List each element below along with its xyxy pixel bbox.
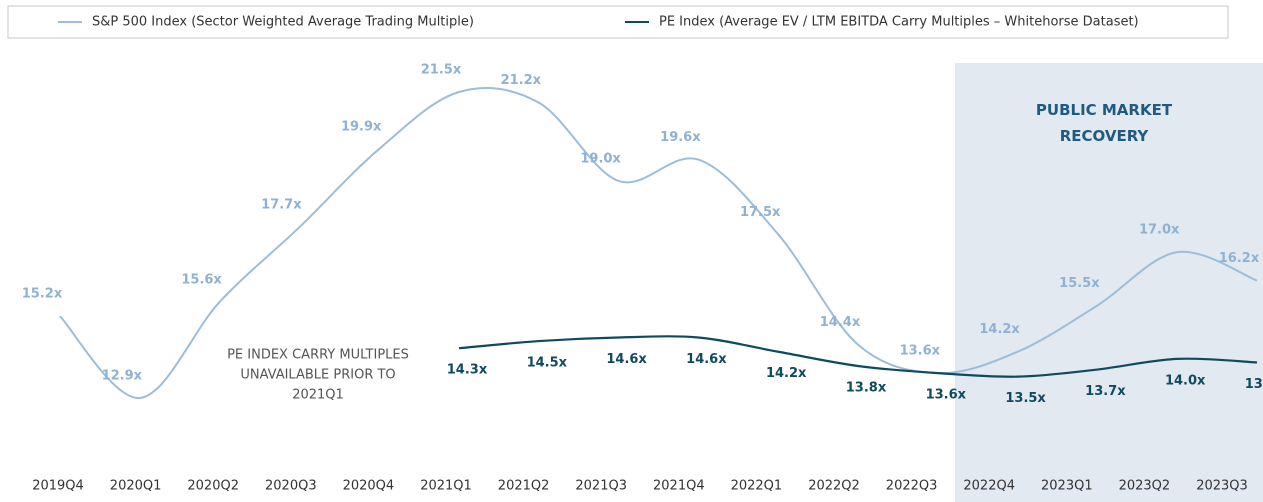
data-label: 15.5x xyxy=(1059,276,1100,291)
region-label-line: PUBLIC MARKET xyxy=(1036,101,1173,119)
x-tick-label: 2021Q2 xyxy=(498,479,550,494)
x-tick-label: 2021Q3 xyxy=(575,479,627,494)
data-label: 13.8x xyxy=(846,380,887,395)
data-label: 13.6x xyxy=(926,388,967,403)
legend-label: S&P 500 Index (Sector Weighted Average T… xyxy=(92,15,474,30)
region-label: PUBLIC MARKET RECOVERY xyxy=(1036,101,1173,145)
data-label: 17.7x xyxy=(261,198,302,213)
series-line xyxy=(59,87,1258,400)
data-label: 14.4x xyxy=(820,315,861,330)
data-label: 14.3x xyxy=(447,363,488,378)
x-tick-label: 2022Q1 xyxy=(731,479,783,494)
pe-note: UNAVAILABLE PRIOR TO xyxy=(240,368,395,383)
x-tick-label: 2020Q1 xyxy=(110,479,162,494)
region-label-line: RECOVERY xyxy=(1060,127,1150,145)
data-label: 15.6x xyxy=(181,272,222,287)
data-label: 19.0x xyxy=(580,151,621,166)
x-tick-label: 2023Q3 xyxy=(1196,479,1248,494)
x-tick-label: 2021Q1 xyxy=(420,479,472,494)
data-label: 14.2x xyxy=(979,322,1020,337)
data-label: 14.2x xyxy=(766,366,807,381)
x-tick-label: 2022Q3 xyxy=(886,479,938,494)
data-label: 21.5x xyxy=(421,63,462,78)
legend-label: PE Index (Average EV / LTM EBITDA Carry … xyxy=(659,15,1139,30)
data-label: 14.0x xyxy=(1165,373,1206,388)
data-label: 17.0x xyxy=(1139,223,1180,238)
x-tick-label: 2023Q1 xyxy=(1041,479,1093,494)
data-label: 16.2x xyxy=(1219,251,1260,266)
data-label: 12.9x xyxy=(102,369,143,384)
x-tick-label: 2019Q4 xyxy=(32,479,84,494)
data-label: 13.7x xyxy=(1085,384,1126,399)
data-label: 21.2x xyxy=(501,73,542,88)
data-label: 19.9x xyxy=(341,119,382,134)
data-label: 13.5x xyxy=(1005,391,1046,406)
data-label: 19.6x xyxy=(660,130,701,145)
x-tick-label: 2022Q4 xyxy=(963,479,1015,494)
x-tick-label: 2020Q4 xyxy=(343,479,395,494)
data-label: 13.6x xyxy=(900,344,941,359)
pe-note: 2021Q1 xyxy=(292,388,344,403)
x-tick-label: 2023Q2 xyxy=(1119,479,1171,494)
data-label: 15.2x xyxy=(22,287,63,302)
x-tick-label: 2022Q2 xyxy=(808,479,860,494)
data-label: 17.5x xyxy=(740,205,781,220)
data-label: 14.6x xyxy=(606,352,647,367)
x-tick-label: 2021Q4 xyxy=(653,479,705,494)
pe-note: PE INDEX CARRY MULTIPLES xyxy=(227,348,409,363)
shaded-region xyxy=(955,63,1263,502)
x-tick-label: 2020Q2 xyxy=(187,479,239,494)
data-label: 13.9x xyxy=(1245,377,1263,392)
legend-box xyxy=(7,5,1229,39)
series-line xyxy=(458,335,1258,378)
data-label: 14.5x xyxy=(527,356,568,371)
data-label: 14.6x xyxy=(686,352,727,367)
x-tick-label: 2020Q3 xyxy=(265,479,317,494)
